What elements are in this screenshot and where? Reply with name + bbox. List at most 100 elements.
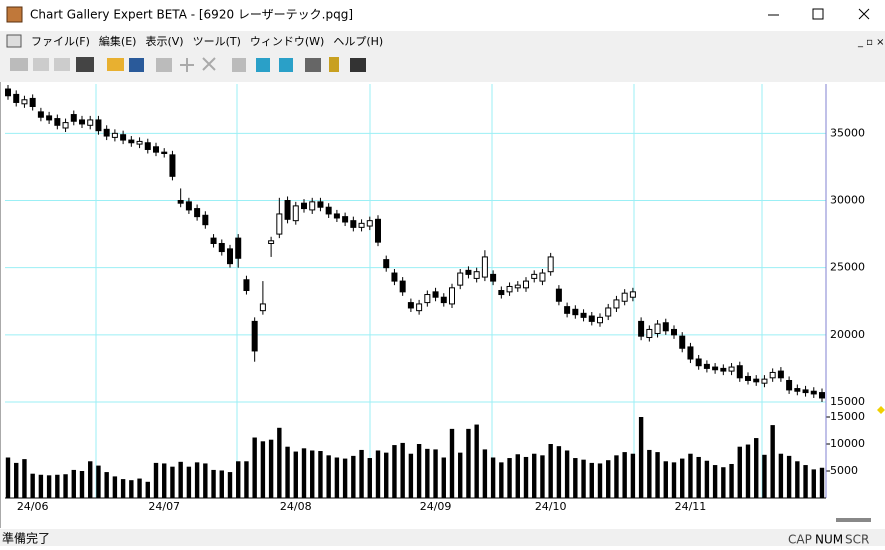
volume-bar (614, 455, 619, 498)
volume-bar (46, 475, 52, 498)
scroll-thumb[interactable] (836, 518, 871, 522)
candle-body (70, 114, 77, 122)
candle-body (498, 290, 505, 296)
menu-bar (0, 31, 885, 51)
candle-body (432, 291, 439, 298)
volume-bar (244, 461, 249, 498)
maximize-button[interactable] (812, 8, 824, 20)
volume-bar (630, 453, 636, 498)
volume-bar (466, 428, 471, 498)
volume-bar (671, 462, 677, 498)
volume-bar (754, 438, 759, 498)
candle-body (366, 220, 373, 227)
volume-bar (433, 449, 438, 498)
candle-body (407, 302, 414, 309)
candle-body (21, 99, 28, 105)
candle-body (728, 366, 735, 372)
candle-body (810, 390, 817, 395)
volume-bar (712, 465, 718, 498)
candle-body (375, 218, 381, 243)
candle-body (662, 322, 669, 332)
doc-icon (6, 34, 22, 48)
candle-body (309, 201, 316, 211)
candle-body (111, 132, 118, 138)
candle-body (769, 371, 776, 379)
candle-body (194, 208, 201, 218)
volume-bar (548, 444, 553, 498)
candle-body (46, 115, 53, 121)
candle-body (79, 119, 85, 125)
candle-body (802, 389, 809, 394)
candle-body (629, 291, 636, 298)
candle-body (695, 358, 702, 367)
candle-body (703, 363, 710, 369)
volume-bar (384, 452, 389, 498)
volume-bar (778, 453, 784, 498)
volume-bar (416, 444, 422, 498)
menu-item[interactable]: ヘルプ(H) (333, 35, 383, 48)
candle-body (481, 256, 488, 278)
candle-body (5, 88, 11, 97)
volume-bar (318, 451, 323, 498)
volume-bar (137, 478, 142, 498)
volume-tick-label: 5000 (830, 464, 858, 477)
menu-item[interactable]: 表示(V) (145, 34, 183, 48)
volume-bar (301, 448, 307, 498)
volume-bar (55, 474, 60, 498)
indicator: NUM (815, 533, 843, 547)
volume-tick-label: 15000 (830, 410, 865, 423)
volume-bar (663, 461, 668, 498)
volume-bar (252, 437, 257, 498)
volume-bar (704, 460, 710, 498)
candle-body (284, 200, 291, 220)
volume-bar (38, 474, 44, 498)
candle-body (169, 154, 176, 177)
volume-bar (622, 452, 627, 498)
x-tick-label: 24/08 (280, 500, 312, 513)
status-text: 準備完了 (2, 531, 50, 546)
volume-bar (458, 452, 463, 498)
candle-body (679, 335, 686, 349)
volume-bar (556, 446, 562, 498)
volume-bar (211, 469, 216, 498)
candle-body (185, 201, 192, 211)
month-grid (95, 84, 763, 498)
menu-item[interactable]: ウィンドウ(W) (250, 35, 324, 48)
close-button[interactable] (858, 8, 870, 20)
candle-body (613, 299, 620, 309)
volume-bar (120, 479, 126, 498)
volume-bar (145, 481, 150, 498)
mdi-controls[interactable]: _ ▫ × (857, 37, 885, 48)
candle-body (555, 288, 562, 302)
menu-item[interactable]: ツール(T) (193, 35, 241, 48)
volume-bar (186, 466, 192, 498)
volume-bar (795, 461, 800, 498)
volume-bar (71, 469, 76, 498)
toolbar (0, 51, 885, 78)
candle-body (465, 269, 472, 275)
menu-item[interactable]: 編集(E) (99, 34, 137, 48)
candle-body (87, 119, 94, 126)
volume-bar (564, 450, 570, 498)
volume-bar (581, 459, 586, 498)
candle-body (605, 307, 612, 317)
candle-body (342, 216, 349, 223)
volume-bar (762, 454, 767, 498)
volume-bar (285, 446, 290, 498)
candle-body (276, 213, 283, 235)
candle-body (161, 151, 168, 155)
volume-bar (219, 470, 224, 498)
volume-bar (803, 465, 808, 498)
candle-body (62, 122, 69, 129)
y-tick-label: 35000 (830, 126, 865, 139)
volume-bar (400, 442, 405, 498)
volume-bar (178, 461, 183, 498)
volume-bar (408, 453, 414, 498)
volume-bar (811, 469, 816, 498)
volume-bar (334, 457, 340, 498)
volume-bar (597, 463, 603, 498)
volume-bar (523, 456, 529, 498)
menu-item[interactable]: ファイル(F) (31, 35, 90, 48)
volume-bar (680, 458, 685, 498)
indicator: CAP (788, 533, 812, 547)
